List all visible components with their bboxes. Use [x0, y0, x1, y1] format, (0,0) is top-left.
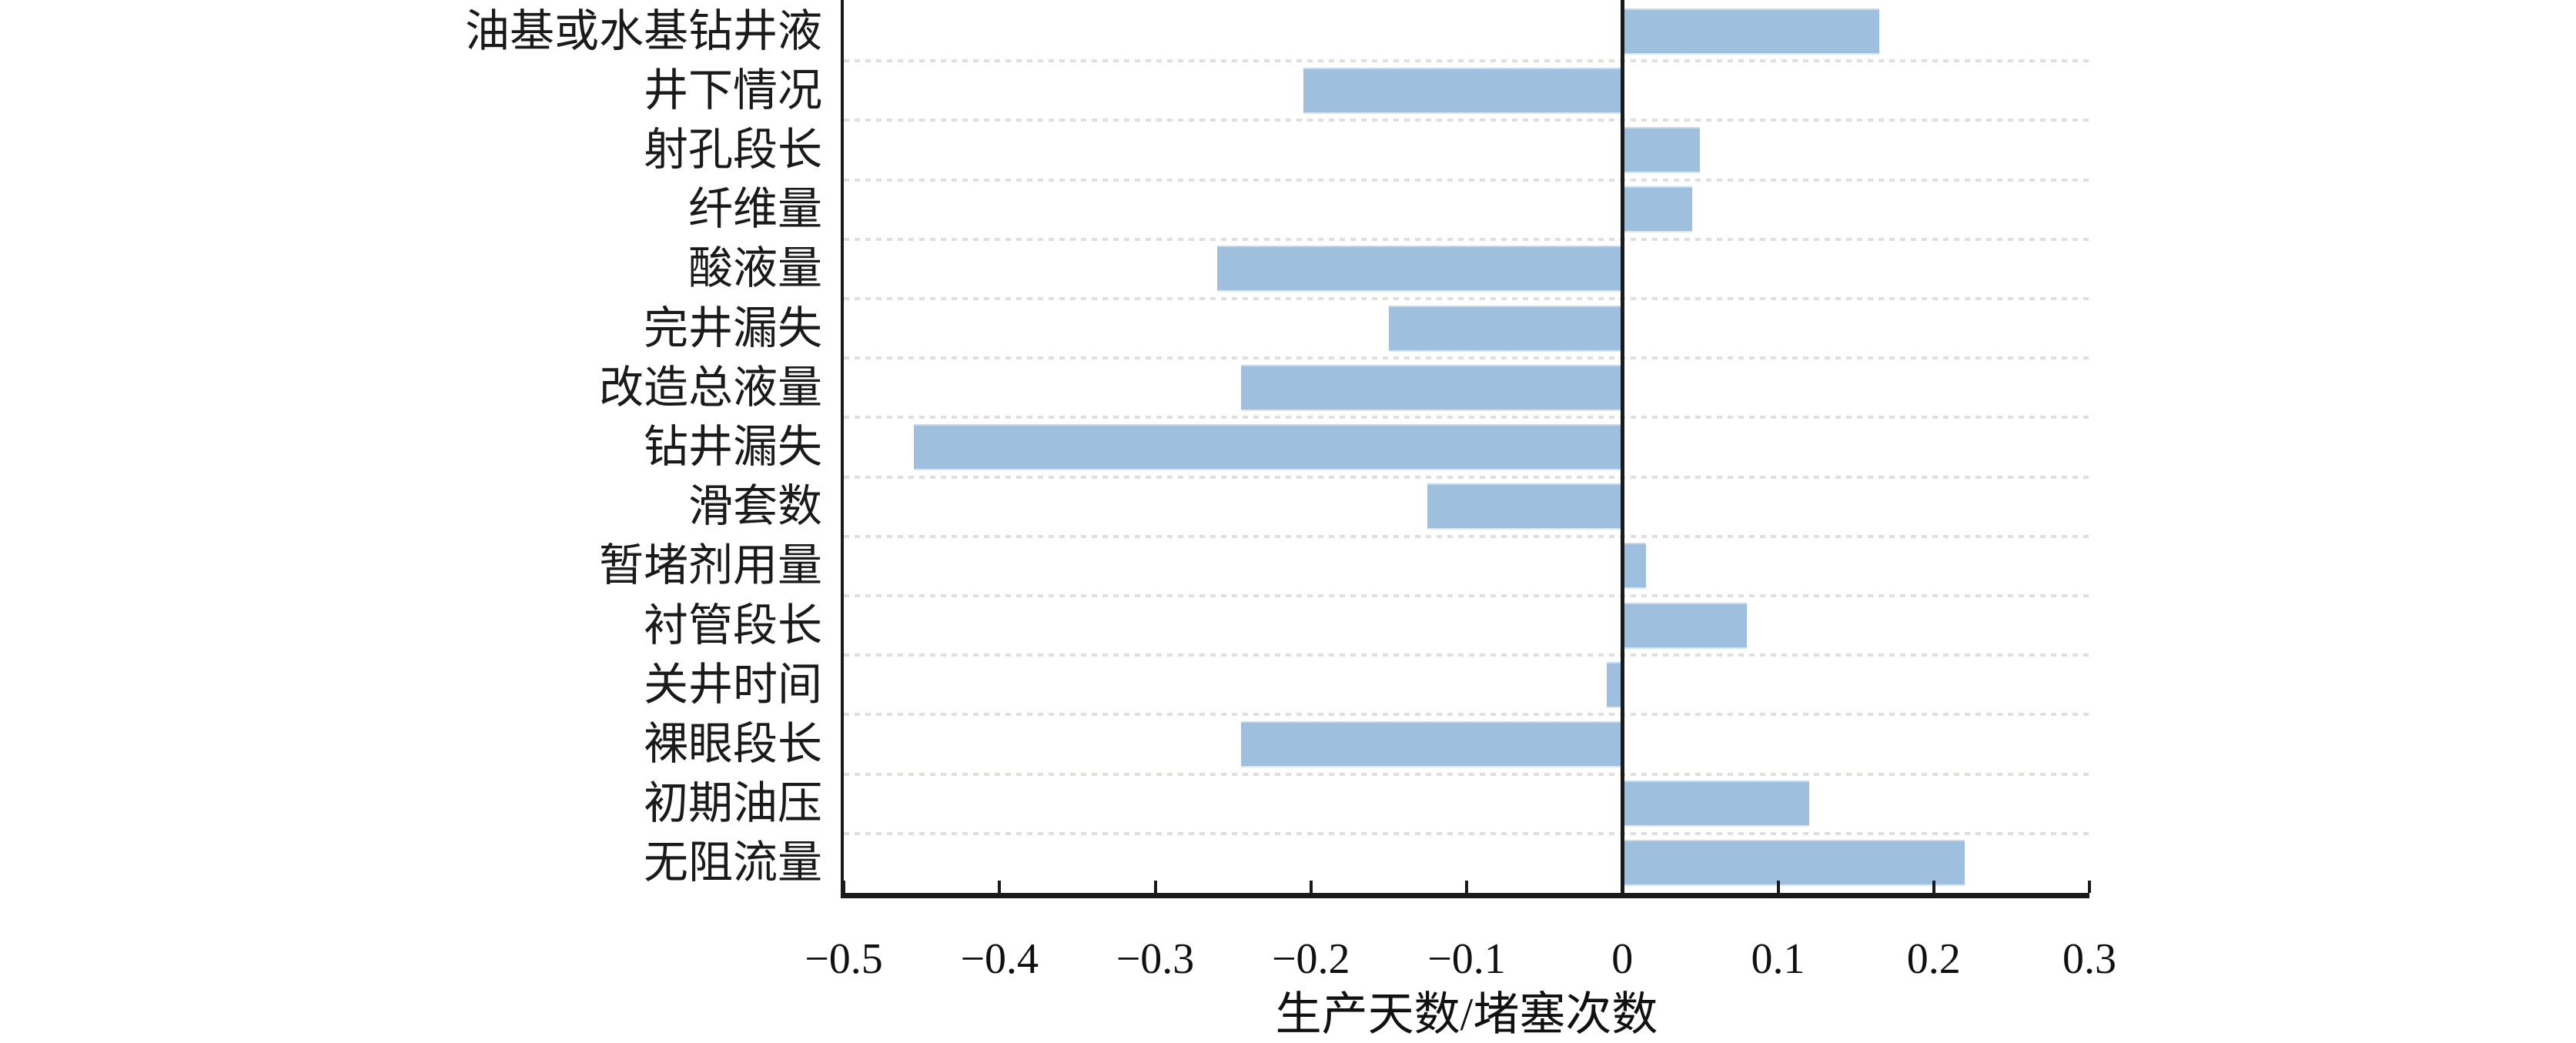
x-axis-line: [841, 893, 2089, 898]
category-label: 酸液量: [687, 243, 822, 294]
x-tick-label: 0.3: [2062, 935, 2116, 983]
category-label: 纤维量: [687, 184, 822, 235]
category-label: 衬管段长: [643, 600, 822, 650]
x-tick-label: −0.1: [1427, 935, 1506, 983]
gridline: [844, 119, 2089, 122]
category-label: 井下情况: [643, 65, 822, 115]
bar: [1427, 483, 1623, 530]
gridline: [844, 831, 2089, 835]
x-tick: [1465, 881, 1468, 893]
category-label: 裸眼段长: [643, 719, 822, 769]
zero-line: [1620, 0, 1624, 893]
x-tick-label: −0.4: [960, 935, 1039, 983]
x-tick-label: −0.5: [805, 935, 883, 983]
x-tick-label: 0: [1611, 935, 1634, 983]
x-tick-label: −0.2: [1271, 935, 1350, 983]
bar: [1217, 246, 1623, 293]
gridline: [844, 59, 2089, 63]
category-label: 暂堵剂用量: [598, 540, 822, 591]
category-label: 油基或水基钻井液: [464, 5, 822, 56]
gridline: [844, 654, 2089, 657]
gridline: [844, 594, 2089, 597]
category-label: 完井漏失: [643, 303, 822, 353]
x-tick: [1309, 881, 1313, 893]
gridline: [844, 297, 2089, 300]
x-tick-label: 0.2: [1906, 935, 1961, 983]
y-axis-spine: [841, 0, 844, 898]
bar: [1240, 721, 1623, 767]
gridline: [844, 356, 2089, 360]
x-tick: [1153, 881, 1157, 893]
gridline: [844, 713, 2089, 717]
category-label: 射孔段长: [643, 125, 822, 175]
x-tick: [1932, 881, 1935, 893]
bar: [1622, 127, 1701, 173]
bar: [914, 424, 1623, 470]
category-label: 改造总液量: [598, 362, 822, 413]
category-label: 钻井漏失: [643, 422, 822, 472]
bar: [1622, 186, 1693, 233]
bar: [1240, 364, 1623, 411]
gridline: [844, 534, 2089, 538]
bar: [1388, 305, 1623, 352]
gridline: [844, 475, 2089, 479]
bar: [1303, 67, 1623, 114]
x-tick: [842, 881, 845, 893]
category-label: 滑套数: [687, 481, 822, 532]
bar: [1622, 8, 1879, 55]
x-axis-title: 生产天数/堵塞次数: [1275, 989, 1658, 1040]
gridline: [844, 772, 2089, 776]
category-label: 无阻流量: [643, 837, 822, 888]
category-label: 关井时间: [643, 659, 822, 710]
x-tick: [2088, 881, 2091, 893]
bar: [1607, 661, 1623, 708]
gridline: [844, 416, 2089, 420]
bar: [1622, 840, 1965, 887]
x-tick: [1776, 881, 1780, 893]
gridline: [844, 178, 2089, 182]
category-label: 初期油压: [643, 778, 822, 829]
x-tick-label: −0.3: [1116, 935, 1195, 983]
x-tick: [998, 881, 1002, 893]
bar: [1622, 602, 1748, 649]
x-tick-label: 0.1: [1751, 935, 1805, 983]
bar: [1622, 543, 1646, 590]
gridline: [844, 237, 2089, 241]
bar: [1622, 781, 1809, 827]
